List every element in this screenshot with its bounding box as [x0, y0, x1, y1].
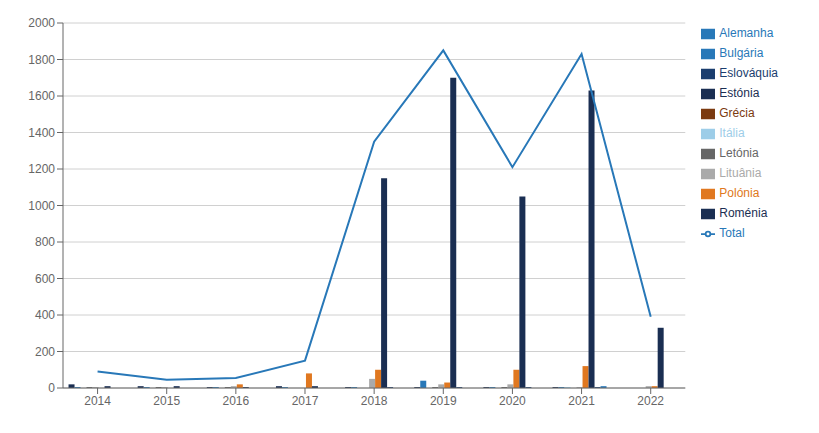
svg-text:400: 400 [35, 308, 55, 322]
html-text:Polónia: Polónia [719, 186, 760, 200]
svg-text:200: 200 [35, 345, 55, 359]
html-text:Grécia: Grécia [719, 106, 755, 120]
svg-text:2016: 2016 [223, 394, 250, 408]
svg-text:2015: 2015 [153, 394, 180, 408]
svg-text:1600: 1600 [28, 89, 55, 103]
svg-text:0: 0 [48, 381, 55, 395]
svg-text:2021: 2021 [568, 394, 595, 408]
svg-text:2018: 2018 [361, 394, 388, 408]
html-text:Total: Total [719, 226, 745, 240]
html-text:Roménia: Roménia [719, 206, 768, 220]
svg-text:2017: 2017 [292, 394, 319, 408]
html-text:Bulgária: Bulgária [719, 46, 764, 60]
svg-text:2014: 2014 [84, 394, 111, 408]
html-text:Itália: Itália [719, 126, 745, 140]
svg-text:800: 800 [35, 235, 55, 249]
html-text:Lituânia: Lituânia [719, 166, 762, 180]
html-text:Alemanha: Alemanha [719, 26, 774, 40]
svg-text:2000: 2000 [28, 16, 55, 30]
svg-text:1800: 1800 [28, 53, 55, 67]
html-text:Estónia: Estónia [719, 86, 760, 100]
svg-text:1000: 1000 [28, 199, 55, 213]
svg-text:1400: 1400 [28, 126, 55, 140]
html-text:Eslováquia: Eslováquia [719, 66, 778, 80]
svg-text:600: 600 [35, 272, 55, 286]
svg-text:1200: 1200 [28, 162, 55, 176]
html-text:Letónia: Letónia [719, 146, 759, 160]
svg-text:2020: 2020 [499, 394, 526, 408]
svg-text:2019: 2019 [430, 394, 457, 408]
svg-text:2022: 2022 [637, 394, 664, 408]
